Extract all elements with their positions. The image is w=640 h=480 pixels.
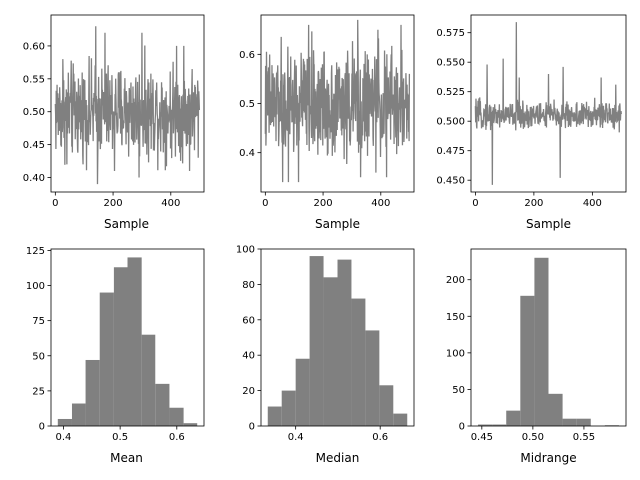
histogram-bar [169,407,184,426]
y-tick-label: 20 [242,386,255,397]
x-tick-label: 0 [52,198,58,209]
histogram-bar [281,390,296,426]
x-tick-label: 200 [524,198,543,209]
x-tick-label: 0.4 [56,432,72,443]
y-tick-label: 0.60 [23,41,45,52]
x-tick-label: 200 [314,198,333,209]
x-axis-label: Sample [315,217,360,231]
x-tick-label: 200 [104,198,123,209]
axes-frame [50,14,205,193]
y-tick-label: 0.50 [23,107,45,118]
y-tick-label: 25 [32,386,45,397]
y-tick-label: 0.6 [239,50,255,61]
y-tick-label: 0.45 [23,140,45,151]
histogram-bar [365,330,380,426]
y-tick-label: 0 [39,422,45,433]
x-tick-label: 0 [472,198,478,209]
histogram-bar [562,418,577,426]
histogram-bar [351,298,366,426]
histogram-bar [57,418,72,426]
subplot-median-trace: Sample 0 200 400 0.4 0.5 0.6 [239,14,415,231]
x-tick-label: 0.50 [522,432,544,443]
series-line [264,19,411,183]
y-tick-label: 0.4 [239,148,255,159]
x-tick-label: 0.45 [471,432,493,443]
histogram-bar [113,267,128,426]
y-tick-label: 40 [242,351,255,362]
x-tick-label: 0.5 [112,432,128,443]
x-tick-label: 0.55 [573,432,595,443]
subplot-median-histogram: Median 0.4 0.6 0 20 40 60 80 100 [236,245,415,465]
axes-frame [50,248,205,427]
histogram-bar [309,256,324,426]
y-tick-label: 0.475 [436,146,465,157]
y-tick-label: 0 [249,422,255,433]
histogram-bar [155,383,170,426]
axes-frame [470,248,627,427]
histogram-bar [393,413,408,426]
subplot-mean-trace: Sample 0 200 400 0.40 0.45 0.50 0.55 0.60 [23,14,205,231]
y-tick-label: 0.450 [436,176,465,187]
subplot-midrange-histogram: Midrange 0.45 0.50 0.55 0 50 100 150 200 [446,248,627,465]
y-tick-label: 0.40 [23,173,45,184]
y-tick-label: 200 [446,275,465,286]
x-tick-label: 400 [161,198,180,209]
histogram-bar [492,424,507,426]
histogram-bar [548,393,563,426]
y-tick-label: 80 [242,280,255,291]
y-tick-label: 100 [446,348,465,359]
histogram-bar [99,292,114,426]
y-tick-label: 75 [32,316,45,327]
histogram-bar [295,358,310,426]
histogram-bar [85,359,100,426]
x-axis-label: Midrange [520,451,576,465]
y-tick-label: 0.500 [436,117,465,128]
histogram-bar [183,423,198,426]
x-axis-label: Sample [526,217,571,231]
y-tick-label: 150 [446,312,465,323]
axes-frame [260,248,415,427]
y-tick-label: 0.550 [436,58,465,69]
histogram-bar [267,406,282,426]
x-axis-label: Mean [110,451,143,465]
histogram-bar [534,257,549,426]
y-tick-label: 100 [26,281,45,292]
x-tick-label: 400 [371,198,390,209]
x-tick-label: 0.4 [288,432,304,443]
histogram-bar [506,410,521,426]
histogram-bar [71,403,86,426]
histogram-bar [337,259,352,426]
axes-frame [470,14,627,193]
y-tick-label: 60 [242,315,255,326]
x-axis-label: Median [316,451,360,465]
histogram-bar [127,257,142,426]
histogram-bar [141,334,156,426]
series-line [54,26,201,185]
subplot-midrange-trace: Sample 0 200 400 0.450 0.475 0.500 0.525 0.550 0… [436,14,627,231]
histogram-bar [323,277,338,426]
x-tick-label: 0.6 [372,432,388,443]
y-tick-label: 0 [459,422,465,433]
histogram-bar [576,418,591,426]
y-tick-label: 50 [32,351,45,362]
y-tick-label: 100 [236,245,255,256]
y-tick-label: 50 [452,385,465,396]
y-tick-label: 0.5 [239,99,255,110]
histogram-bar [379,385,394,426]
x-tick-label: 400 [583,198,602,209]
y-tick-label: 0.575 [436,28,465,39]
series-line [474,22,622,185]
y-tick-label: 125 [26,246,45,257]
histogram-bar [478,424,493,426]
subplot-mean-histogram: Mean 0.4 0.5 0.6 0 25 50 75 100 125 [26,246,205,465]
y-tick-label: 0.525 [436,87,465,98]
x-tick-label: 0.6 [169,432,185,443]
x-axis-label: Sample [104,217,149,231]
x-tick-label: 0 [262,198,268,209]
histogram-bar [520,295,535,426]
y-tick-label: 0.55 [23,74,45,85]
